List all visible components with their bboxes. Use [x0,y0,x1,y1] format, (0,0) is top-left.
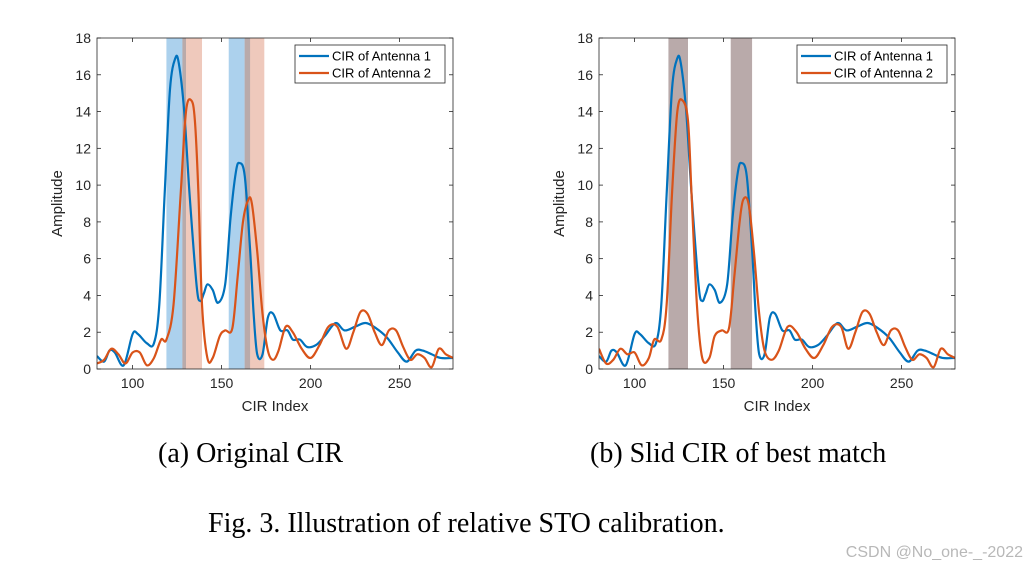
series-line-antenna-2 [599,98,955,369]
axes-box [598,37,956,370]
x-tick-label: 250 [388,375,412,391]
legend-box [294,44,446,84]
legend-label-antenna-2: CIR of Antenna 2 [332,66,431,81]
y-tick-label: 6 [585,251,593,267]
chart-b: 100 150 200 250 0 2 4 6 8 10 12 14 16 18 CIR Index Ampl… [551,30,956,415]
y-tick-label: 4 [585,287,593,303]
y-tick-label: 12 [75,140,91,156]
subcaption-b: (b) Slid CIR of best match [590,438,887,469]
legend-label-antenna-1: CIR of Antenna 1 [834,49,933,64]
x-tick-label: 150 [210,375,234,391]
x-axis-label: CIR Index [744,398,811,415]
chart-panel-a: 100 150 200 250 0 2 4 6 8 10 12 14 16 18 CIR Index Ampl… [40,0,460,420]
y-tick-label: 2 [585,324,593,340]
legend: CIR of Antenna 1 CIR of Antenna 2 [796,44,948,84]
y-tick-label: 18 [577,30,593,46]
y-tick-label: 10 [75,177,91,193]
shaded-band-1 [166,38,186,369]
legend-label-antenna-2: CIR of Antenna 2 [834,66,933,81]
plot-area [599,38,955,369]
plot-area [97,38,453,369]
shaded-band-1 [668,38,688,369]
figure-caption: Fig. 3. Illustration of relative STO cal… [208,508,725,539]
x-tick-label: 200 [801,375,825,391]
x-tick-label: 150 [712,375,736,391]
y-tick-label: 2 [83,324,91,340]
y-tick-label: 4 [83,287,91,303]
y-tick-label: 0 [83,361,91,377]
x-tick-label: 250 [890,375,914,391]
y-tick-label: 14 [75,104,91,120]
y-tick-label: 10 [577,177,593,193]
y-tick-label: 16 [75,67,91,83]
legend-box [796,44,948,84]
series-line-antenna-1 [599,54,955,367]
series-line-antenna-2 [97,98,453,369]
y-tick-label: 18 [75,30,91,46]
axes-box [96,37,454,370]
chart-panel-b: 100 150 200 250 0 2 4 6 8 10 12 14 16 18 CIR Index Ampl… [542,0,962,420]
legend: CIR of Antenna 1 CIR of Antenna 2 [294,44,446,84]
y-tick-label: 8 [585,214,593,230]
series-line-antenna-1 [97,54,453,367]
x-axis-label: CIR Index [242,398,309,415]
subcaption-a: (a) Original CIR [158,438,344,469]
x-tick-label: 100 [121,375,145,391]
y-tick-label: 14 [577,104,593,120]
watermark: CSDN @No_one-_-2022 [845,544,1023,561]
y-tick-label: 16 [577,67,593,83]
y-tick-label: 12 [577,140,593,156]
y-tick-label: 8 [83,214,91,230]
legend-label-antenna-1: CIR of Antenna 1 [332,49,431,64]
y-tick-label: 0 [585,361,593,377]
y-axis-label: Amplitude [551,170,568,237]
band-overlap-1 [182,38,186,369]
x-tick-label: 100 [623,375,647,391]
y-axis-label: Amplitude [49,170,66,237]
chart-a: 100 150 200 250 0 2 4 6 8 10 12 14 16 18 CIR Index Ampl… [49,30,454,415]
x-tick-label: 200 [299,375,323,391]
y-tick-label: 6 [83,251,91,267]
